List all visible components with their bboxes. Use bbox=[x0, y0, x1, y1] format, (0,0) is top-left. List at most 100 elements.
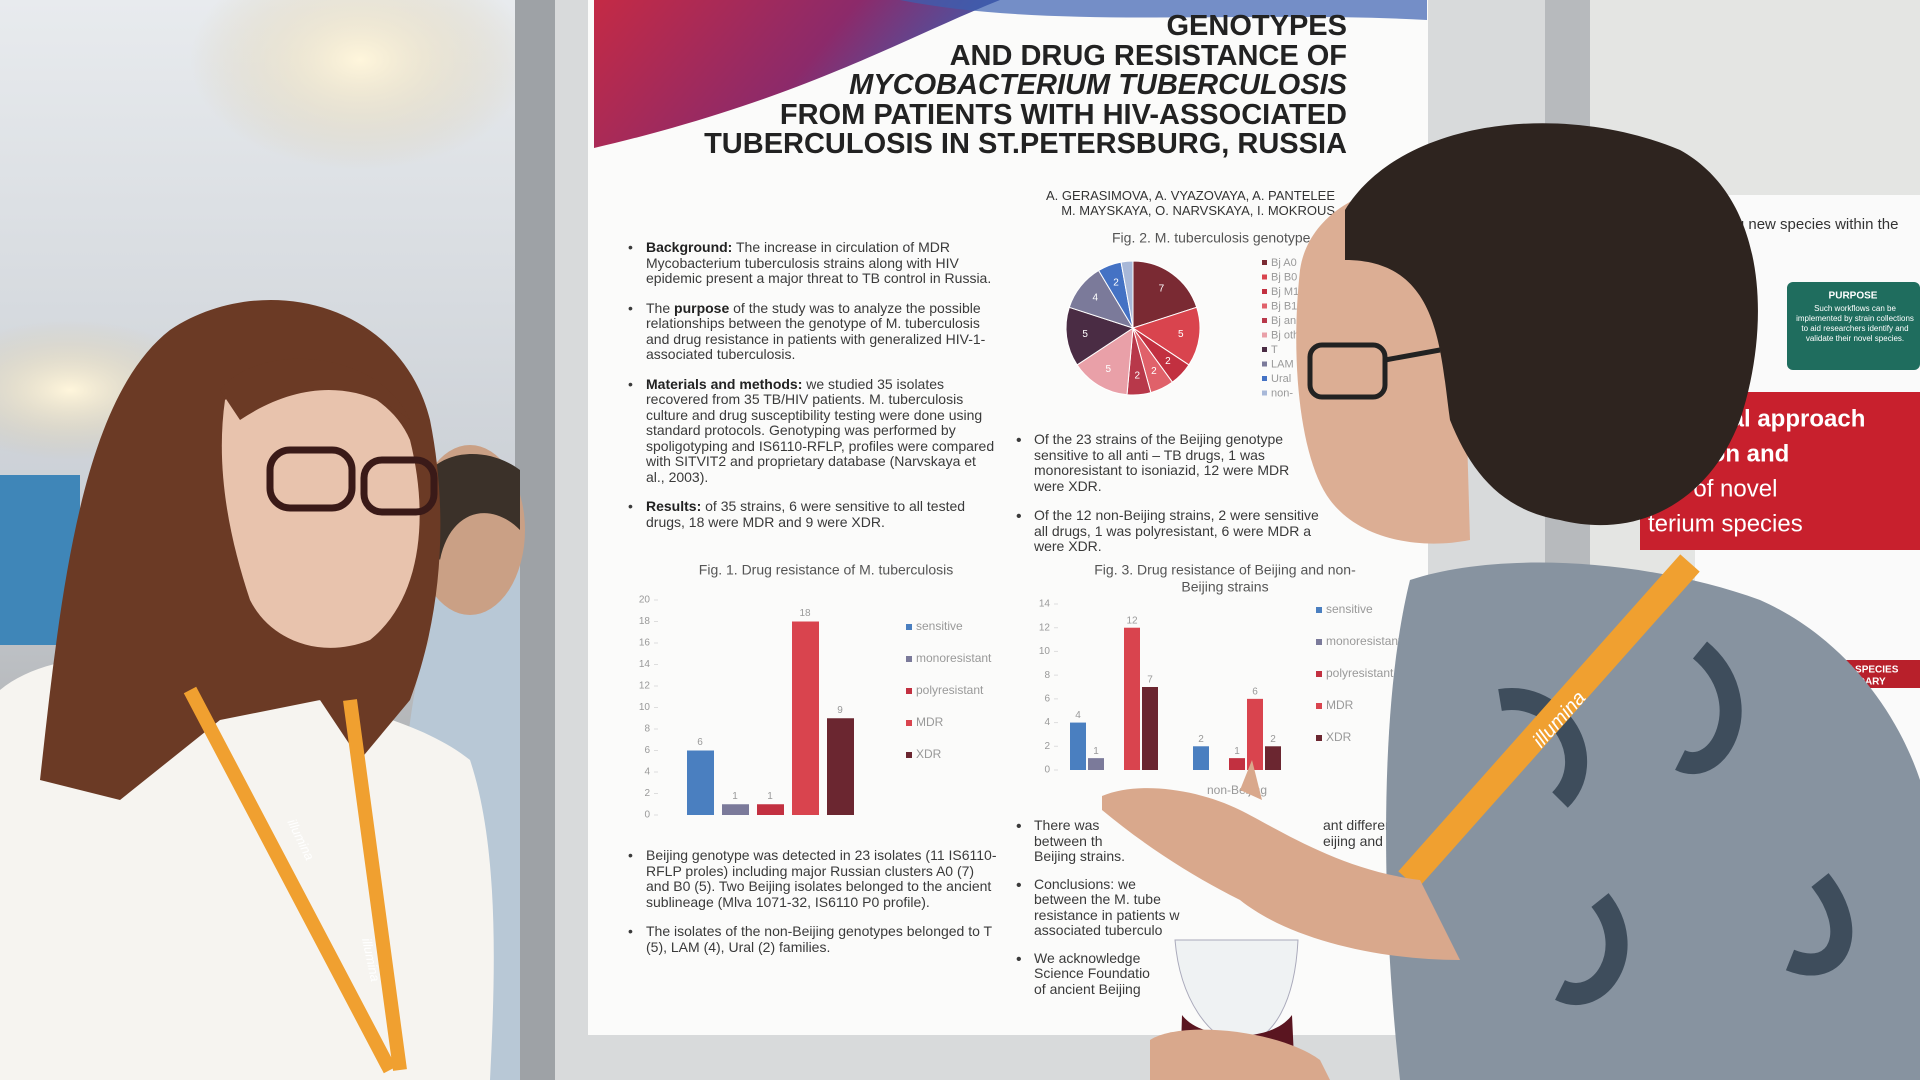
text-fragment: ation bbox=[1323, 882, 1354, 898]
board-edge bbox=[1545, 0, 1590, 1080]
pie-slice bbox=[1120, 260, 1134, 329]
data-label: 7 bbox=[1147, 675, 1153, 686]
legend-swatch bbox=[1316, 607, 1322, 613]
bullet-paragraph: The purpose of the study was to analyze … bbox=[628, 299, 998, 363]
text-line: Of the 23 strains of the Beijing genotyp… bbox=[1034, 431, 1284, 447]
bullet-paragraph: Materials and methods: we studied 35 iso… bbox=[628, 375, 998, 486]
data-label: 4 bbox=[1093, 293, 1099, 304]
side-poster-text: enus bbox=[1700, 241, 1733, 258]
side-poster-text: tion of novel bbox=[1648, 475, 1777, 502]
bullet-paragraph: Background: The increase in circulation … bbox=[628, 239, 998, 287]
y-tick-label: 12 bbox=[639, 681, 651, 692]
y-tick-label: 16 bbox=[639, 638, 651, 649]
legend-swatch bbox=[1262, 303, 1267, 309]
text-line: There was bbox=[1034, 817, 1100, 833]
text: The increase in circulation of MDR Mycob… bbox=[646, 239, 992, 286]
text-fragment: ant difference bbox=[1323, 817, 1408, 833]
title-line: FROM PATIENTS WITH HIV-ASSOCIATED bbox=[779, 98, 1347, 131]
legend-label: Bj M11 bbox=[1271, 286, 1304, 298]
bullet-paragraph: The isolates of the non-Beijing genotype… bbox=[628, 923, 998, 955]
pie-slice bbox=[1132, 260, 1198, 329]
legend-label: sensitive bbox=[1326, 602, 1373, 616]
text-line: all drugs, 1 was polyresistant, 6 were M… bbox=[1034, 522, 1311, 539]
data-label: 5 bbox=[1082, 329, 1088, 340]
text: The bbox=[646, 299, 671, 316]
y-tick-label: 6 bbox=[644, 745, 650, 756]
bar bbox=[1229, 758, 1245, 770]
y-tick-label: 8 bbox=[1044, 670, 1050, 681]
legend-label: Bj ancie bbox=[1271, 315, 1310, 327]
board-edge bbox=[515, 0, 555, 1080]
y-tick-label: 0 bbox=[1044, 765, 1050, 776]
title-line: GENOTYPES bbox=[1166, 10, 1348, 42]
bar bbox=[1265, 746, 1281, 770]
text-line: Conclusions: we bbox=[1034, 875, 1136, 892]
y-tick-label: 0 bbox=[644, 810, 650, 821]
text-line: Beijing strains. bbox=[1034, 848, 1126, 864]
text-line: resistance in patients w bbox=[1034, 906, 1180, 923]
data-label: 1 bbox=[767, 791, 773, 802]
legend-label: polyresistant bbox=[1326, 666, 1394, 680]
legend-swatch bbox=[906, 624, 912, 630]
data-label: 2 bbox=[1270, 734, 1276, 745]
legend-swatch bbox=[906, 752, 912, 758]
legend-label: polyresistant bbox=[916, 683, 984, 697]
screen bbox=[0, 475, 80, 645]
bar bbox=[757, 804, 784, 815]
text-line: associated tuberculo bbox=[1034, 922, 1163, 938]
poster-decoration bbox=[594, 0, 1000, 148]
data-label: 5 bbox=[1105, 364, 1111, 375]
data-label: 9 bbox=[837, 705, 843, 716]
left-bottom-column: Beijing genotype was detected in 23 isol… bbox=[628, 847, 998, 969]
legend-swatch bbox=[1316, 735, 1322, 741]
text: we studied 35 isolates recovered from 35… bbox=[646, 375, 995, 485]
data-label: 4 bbox=[1075, 710, 1081, 721]
bar bbox=[687, 750, 714, 815]
text-fragment: nd drug bbox=[1323, 898, 1371, 914]
poster-decoration bbox=[900, 0, 1427, 20]
data-label: 1 bbox=[732, 791, 738, 802]
bold-text: Materials and methods: bbox=[646, 375, 803, 392]
legend-label: monoresistant bbox=[1326, 634, 1402, 648]
ceiling bbox=[0, 0, 540, 1080]
bullet-paragraph: Results: of 35 strains, 6 were sensitive… bbox=[628, 498, 998, 530]
bar bbox=[1124, 627, 1140, 770]
legend-label: LAM bbox=[1271, 358, 1294, 370]
y-tick-label: 14 bbox=[1039, 599, 1051, 610]
legend-swatch bbox=[906, 656, 912, 662]
legend-label: XDR bbox=[1326, 730, 1352, 744]
y-tick-label: 8 bbox=[644, 724, 650, 735]
y-tick-label: 20 bbox=[639, 595, 651, 606]
data-label: 2 bbox=[1151, 366, 1157, 377]
poster-charts: Fig. 1. Drug resistance of M. tuberculos… bbox=[639, 230, 1402, 821]
legend-swatch bbox=[1262, 376, 1267, 381]
text: of 35 strains, 6 were sensitive to all t… bbox=[646, 498, 966, 530]
legend-label: Bj B14 bbox=[1271, 300, 1303, 312]
data-label: 2 bbox=[1135, 371, 1141, 382]
text-line: Science Foundatio bbox=[1034, 965, 1150, 981]
side-poster-text: terium species bbox=[1648, 510, 1803, 537]
bar bbox=[1142, 687, 1158, 770]
chart-title: Fig. 2. M. tuberculosis genotype bbox=[1112, 230, 1311, 246]
y-tick-label: 2 bbox=[644, 788, 650, 799]
data-label: 6 bbox=[697, 737, 703, 748]
text-line: of ancient Beijing bbox=[1034, 980, 1141, 997]
bullet-paragraph: Of the 12 non-Beijing strains, 2 were se… bbox=[1016, 507, 1319, 555]
legend-label: monoresistant bbox=[916, 651, 992, 665]
data-label: 1 bbox=[1093, 746, 1099, 757]
data-label: 6 bbox=[1252, 686, 1258, 697]
side-poster-text: PURPOSE bbox=[1829, 291, 1878, 302]
data-label: 2 bbox=[1198, 734, 1204, 745]
text-line: We acknowledge bbox=[1034, 949, 1141, 966]
y-tick-label: 10 bbox=[639, 702, 651, 713]
legend-swatch bbox=[1316, 671, 1322, 677]
y-tick-label: 14 bbox=[639, 659, 651, 670]
right-column: Of the 23 strains of the Beijing genotyp… bbox=[1016, 431, 1319, 569]
text: of the study was to analyze the possible… bbox=[646, 299, 986, 362]
poster-title: GENOTYPES AND DRUG RESISTANCE OF MYCOBACTE… bbox=[704, 10, 1348, 160]
legend-swatch bbox=[906, 688, 912, 694]
data-label: 7 bbox=[1159, 284, 1165, 295]
